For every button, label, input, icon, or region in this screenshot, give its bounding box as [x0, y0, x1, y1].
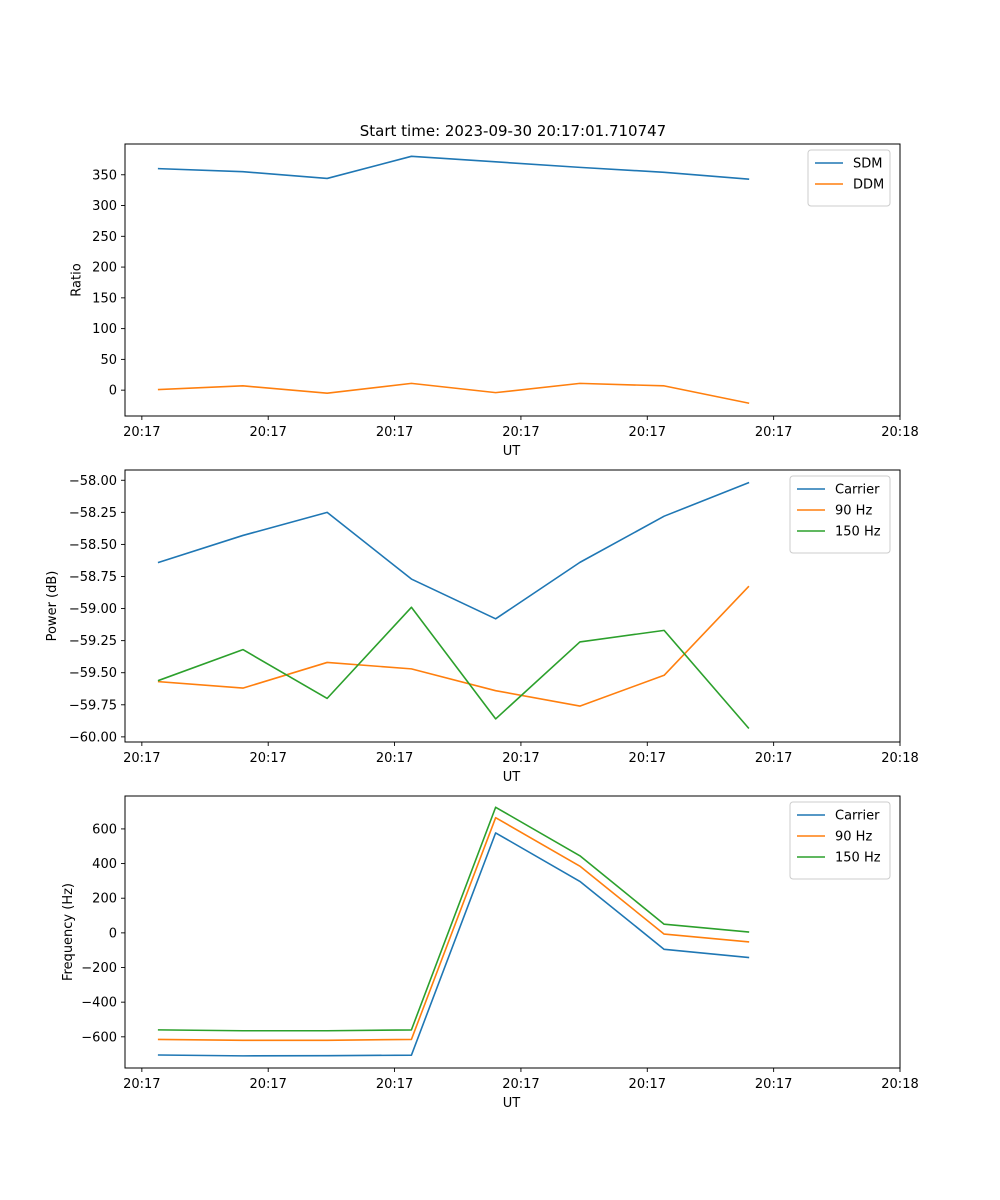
y-tick-label: −600: [81, 1030, 117, 1045]
legend-label: Carrier: [835, 483, 880, 498]
legend-label: 90 Hz: [835, 504, 872, 519]
x-tick-label: 20:17: [755, 425, 792, 440]
x-tick-label: 20:18: [881, 1077, 918, 1092]
x-tick-label: 20:17: [249, 751, 286, 766]
x-tick-label: 20:18: [881, 425, 918, 440]
frequency-series-line-carrier: [157, 832, 750, 1057]
power-series-line-150-hz: [157, 606, 750, 730]
x-tick-label: 20:17: [755, 751, 792, 766]
x-tick-label: 20:17: [376, 1077, 413, 1092]
ratio-series-line-ddm: [157, 382, 750, 405]
frequency-series-line-150-hz: [157, 806, 750, 1032]
power-axes: 20:17 20:17 20:17 20:17 20:17 20:17 20:18 −60.0…: [45, 469, 919, 785]
y-tick-label: 200: [92, 261, 117, 276]
ratio-axes-frame: [124, 143, 901, 417]
y-axis-label: Frequency (Hz): [61, 883, 76, 981]
y-tick-label: 0: [109, 384, 117, 399]
y-tick-label: 350: [92, 168, 117, 183]
y-tick-label: 150: [92, 291, 117, 306]
legend-label: 90 Hz: [835, 830, 872, 845]
power-axes-frame: [124, 469, 901, 743]
legend-label: 150 Hz: [835, 525, 881, 540]
legend-label: 150 Hz: [835, 851, 881, 866]
frequency-legend: Carrier 90 Hz 150 Hz: [789, 801, 891, 880]
x-tick-label: 20:17: [629, 1077, 666, 1092]
legend-box: [807, 149, 891, 207]
y-tick-label: −58.00: [69, 474, 117, 489]
legend-box: [789, 475, 891, 554]
y-tick-label: −58.25: [69, 506, 117, 521]
power-series-line-carrier: [157, 481, 750, 620]
legend-label: DDM: [853, 178, 884, 193]
power-series-group: [157, 481, 750, 730]
y-tick-label: 300: [92, 199, 117, 214]
y-tick-label: 400: [92, 857, 117, 872]
x-tick-label: 20:17: [249, 1077, 286, 1092]
y-tick-label: −59.25: [69, 634, 117, 649]
power-legend: Carrier 90 Hz 150 Hz: [789, 475, 891, 554]
y-tick-label: 200: [92, 892, 117, 907]
legend-box: [789, 801, 891, 880]
x-tick-label: 20:17: [376, 751, 413, 766]
y-tick-label: 50: [100, 353, 117, 368]
x-axis-label: UT: [503, 444, 521, 459]
y-tick-label: −58.50: [69, 538, 117, 553]
y-tick-label: 0: [109, 926, 117, 941]
y-tick-label: 100: [92, 322, 117, 337]
chart-title: Start time: 2023-09-30 20:17:01.710747: [360, 122, 666, 140]
x-tick-label: 20:17: [629, 425, 666, 440]
frequency-series-group: [157, 806, 750, 1057]
y-tick-label: −400: [81, 996, 117, 1011]
x-tick-label: 20:17: [123, 425, 160, 440]
frequency-axes-frame: [124, 795, 901, 1069]
y-tick-label: −59.50: [69, 666, 117, 681]
y-tick-label: −58.75: [69, 570, 117, 585]
axes-container: 20:17 20:17 20:17 20:17 20:17 20:17 20:18 0 50 10…: [45, 143, 919, 1111]
ratio-series-line-sdm: [157, 155, 750, 180]
y-axis-label: Ratio: [69, 263, 84, 296]
x-axis-label: UT: [503, 1096, 521, 1111]
legend-label: Carrier: [835, 809, 880, 824]
y-tick-label: −60.00: [69, 730, 117, 745]
ratio-legend: SDM DDM: [807, 149, 891, 207]
x-tick-label: 20:17: [376, 425, 413, 440]
x-tick-label: 20:17: [502, 425, 539, 440]
y-tick-label: −200: [81, 961, 117, 976]
ratio-axes: 20:17 20:17 20:17 20:17 20:17 20:17 20:18 0 50 10…: [69, 143, 919, 459]
x-tick-label: 20:17: [755, 1077, 792, 1092]
x-tick-label: 20:17: [502, 1077, 539, 1092]
x-tick-label: 20:17: [629, 751, 666, 766]
y-tick-label: 250: [92, 230, 117, 245]
y-tick-label: 600: [92, 822, 117, 837]
frequency-axes: 20:17 20:17 20:17 20:17 20:17 20:17 20:18 −600 −…: [61, 795, 919, 1111]
power-series-line-90-hz: [157, 585, 750, 707]
y-tick-label: −59.75: [69, 698, 117, 713]
y-axis-label: Power (dB): [45, 571, 60, 642]
x-tick-label: 20:17: [123, 1077, 160, 1092]
y-tick-label: −59.00: [69, 602, 117, 617]
x-tick-label: 20:18: [881, 751, 918, 766]
x-tick-label: 20:17: [502, 751, 539, 766]
x-axis-label: UT: [503, 770, 521, 785]
x-tick-label: 20:17: [249, 425, 286, 440]
x-tick-label: 20:17: [123, 751, 160, 766]
legend-label: SDM: [853, 157, 882, 172]
frequency-series-line-90-hz: [157, 816, 750, 1042]
ratio-series-group: [157, 155, 750, 405]
